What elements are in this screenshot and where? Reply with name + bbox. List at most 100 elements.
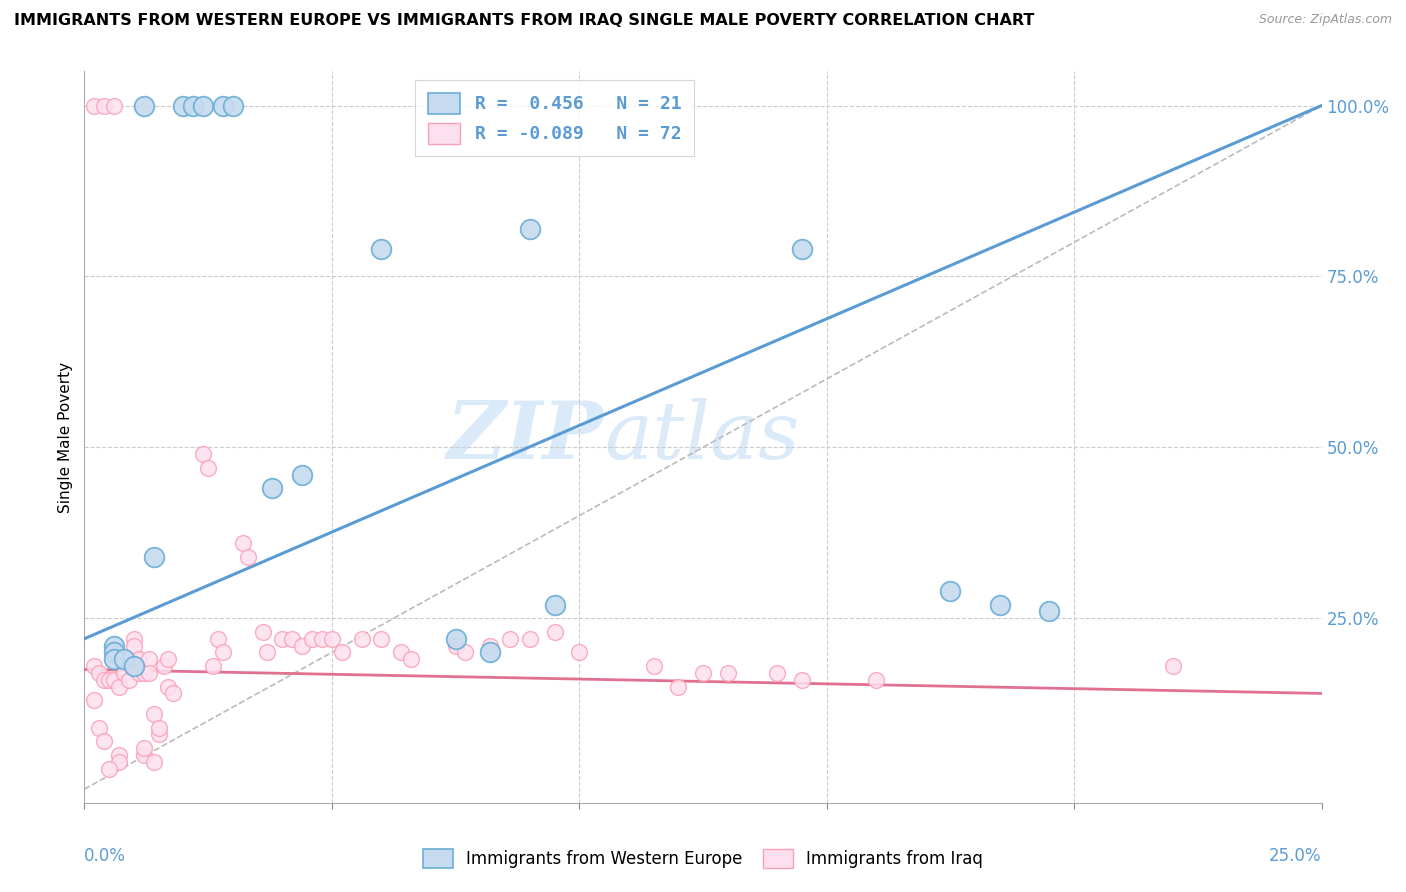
Point <box>103 639 125 653</box>
Point <box>321 632 343 646</box>
Point <box>93 734 115 748</box>
Point <box>157 652 180 666</box>
Point <box>370 632 392 646</box>
Point <box>252 624 274 639</box>
Point <box>89 721 111 735</box>
Point <box>138 665 160 680</box>
Point <box>132 98 155 112</box>
Point <box>301 632 323 646</box>
Point <box>132 741 155 756</box>
Point <box>191 98 214 112</box>
Point <box>108 755 131 769</box>
Point <box>454 645 477 659</box>
Point <box>142 755 165 769</box>
Point <box>865 673 887 687</box>
Point <box>479 645 502 659</box>
Point <box>212 645 235 659</box>
Point <box>103 645 125 659</box>
Point <box>543 598 565 612</box>
Point <box>236 549 259 564</box>
Point <box>157 680 180 694</box>
Point <box>93 673 115 687</box>
Point <box>232 536 254 550</box>
Text: ZIP: ZIP <box>447 399 605 475</box>
Point <box>142 706 165 721</box>
Point <box>281 632 304 646</box>
Point <box>479 639 502 653</box>
Point <box>1038 604 1060 618</box>
Point <box>83 98 105 112</box>
Point <box>291 639 314 653</box>
Point <box>181 98 204 112</box>
Point <box>790 673 813 687</box>
Point <box>444 639 467 653</box>
Point <box>112 652 135 666</box>
Text: atlas: atlas <box>605 399 800 475</box>
Point <box>643 659 665 673</box>
Point <box>311 632 333 646</box>
Point <box>444 632 467 646</box>
Point <box>939 583 962 598</box>
Point <box>717 665 740 680</box>
Point <box>330 645 353 659</box>
Point <box>122 632 145 646</box>
Point <box>112 652 135 666</box>
Point <box>152 659 174 673</box>
Text: IMMIGRANTS FROM WESTERN EUROPE VS IMMIGRANTS FROM IRAQ SINGLE MALE POVERTY CORRE: IMMIGRANTS FROM WESTERN EUROPE VS IMMIGR… <box>14 13 1035 29</box>
Point <box>148 721 170 735</box>
Point <box>112 665 135 680</box>
Text: Source: ZipAtlas.com: Source: ZipAtlas.com <box>1258 13 1392 27</box>
Point <box>118 652 141 666</box>
Point <box>212 98 235 112</box>
Point <box>197 460 219 475</box>
Point <box>89 665 111 680</box>
Point <box>389 645 412 659</box>
Point <box>1161 659 1184 673</box>
Point <box>350 632 373 646</box>
Point <box>98 762 121 776</box>
Point <box>543 624 565 639</box>
Point <box>568 645 591 659</box>
Point <box>207 632 229 646</box>
Y-axis label: Single Male Poverty: Single Male Poverty <box>58 361 73 513</box>
Text: 25.0%: 25.0% <box>1270 847 1322 864</box>
Text: 0.0%: 0.0% <box>84 847 127 864</box>
Point <box>142 549 165 564</box>
Point <box>93 98 115 112</box>
Point <box>766 665 789 680</box>
Point <box>108 680 131 694</box>
Point <box>172 98 194 112</box>
Point <box>98 673 121 687</box>
Point <box>988 598 1011 612</box>
Point <box>499 632 522 646</box>
Point <box>399 652 422 666</box>
Point <box>222 98 245 112</box>
Point <box>256 645 278 659</box>
Point <box>692 665 714 680</box>
Point <box>103 673 125 687</box>
Point <box>118 673 141 687</box>
Point <box>103 98 125 112</box>
Point <box>191 447 214 461</box>
Point <box>262 481 284 495</box>
Point <box>83 693 105 707</box>
Point <box>148 727 170 741</box>
Point <box>132 747 155 762</box>
Point <box>108 747 131 762</box>
Point <box>122 659 145 673</box>
Point <box>128 652 150 666</box>
Point <box>291 467 314 482</box>
Point <box>138 652 160 666</box>
Point <box>122 659 145 673</box>
Legend: Immigrants from Western Europe, Immigrants from Iraq: Immigrants from Western Europe, Immigran… <box>416 842 990 875</box>
Point <box>128 665 150 680</box>
Point <box>83 659 105 673</box>
Point <box>519 221 541 235</box>
Point <box>162 686 184 700</box>
Legend: R =  0.456   N = 21, R = -0.089   N = 72: R = 0.456 N = 21, R = -0.089 N = 72 <box>415 80 695 156</box>
Point <box>132 665 155 680</box>
Point <box>519 632 541 646</box>
Point <box>271 632 294 646</box>
Point <box>202 659 225 673</box>
Point <box>370 242 392 256</box>
